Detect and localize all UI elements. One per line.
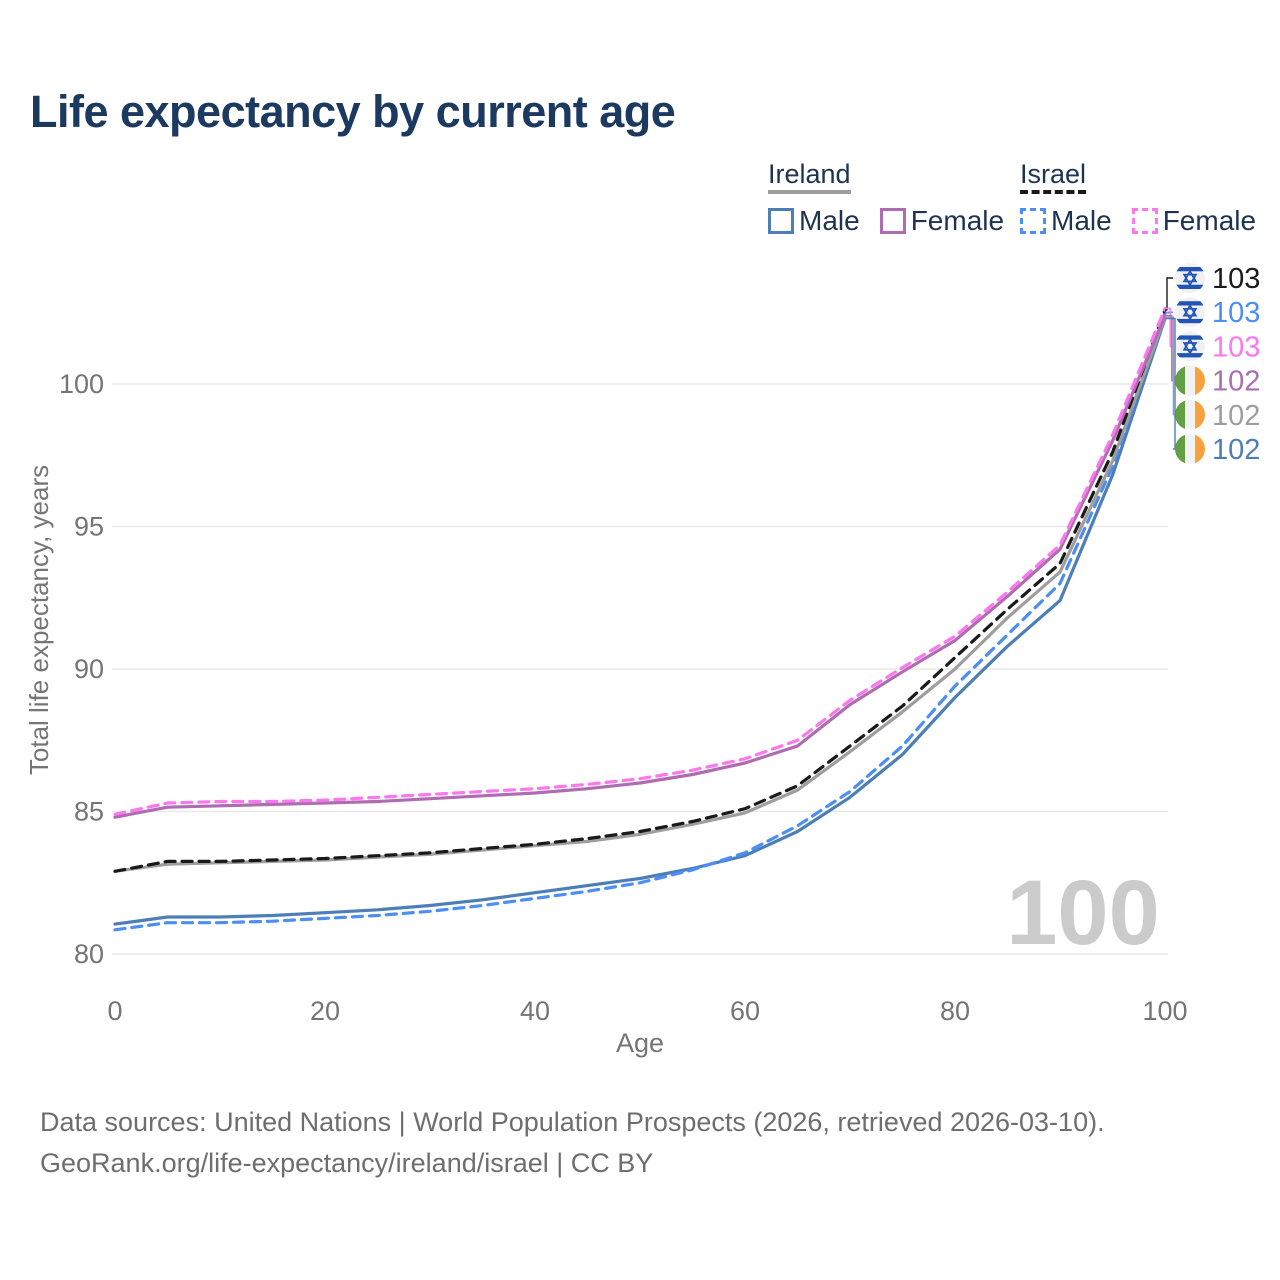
leader-line-ireland_total	[1165, 316, 1175, 416]
legend-row-israel: Male Female	[1020, 205, 1256, 237]
attribution-text: GeoRank.org/life-expectancy/ireland/isra…	[40, 1148, 654, 1178]
leader-line-israel_male	[1165, 311, 1173, 314]
ireland-female-swatch-icon	[879, 208, 906, 234]
legend-item-label: Male	[1051, 205, 1112, 236]
footer: Data sources: United Nations | World Pop…	[40, 1102, 1105, 1184]
end-value-label-ireland_female: 102	[1212, 366, 1260, 398]
israel-flag-icon	[1175, 263, 1205, 293]
age-watermark: 100	[1006, 862, 1160, 964]
x-tick-label: 40	[520, 996, 550, 1026]
x-tick-label: 20	[310, 996, 340, 1026]
y-tick-label: 100	[59, 369, 104, 399]
y-tick-label: 85	[74, 797, 104, 827]
legend-item-israel-male[interactable]: Male	[1020, 205, 1112, 237]
line-ireland_total	[113, 315, 1167, 873]
legend-group-israel: Israel Male Female	[1020, 160, 1256, 237]
ireland-flag-icon	[1175, 365, 1205, 396]
israel-male-swatch-icon	[1020, 208, 1046, 234]
line-ireland_female	[113, 314, 1167, 819]
legend-header-israel: Israel	[1020, 160, 1087, 194]
ireland-flag-icon	[1175, 399, 1205, 430]
israel-flag-icon	[1175, 331, 1205, 362]
legend-item-label: Male	[799, 205, 860, 236]
line-israel_female	[113, 306, 1167, 816]
legend-item-israel-female[interactable]: Female	[1131, 205, 1257, 237]
leader-line-ireland_male	[1165, 317, 1176, 450]
x-tick-label: 60	[730, 996, 760, 1026]
end-value-label-ireland_male: 102	[1212, 434, 1260, 466]
legend-item-label: Female	[910, 205, 1005, 236]
legend-item-label: Female	[1162, 205, 1257, 236]
leader-line-ireland_female	[1165, 314, 1173, 382]
x-tick-label: 100	[1142, 996, 1187, 1026]
ireland-male-swatch-icon	[768, 208, 794, 234]
end-value-label-israel_female: 103	[1212, 331, 1260, 363]
legend-item-ireland-female[interactable]: Female	[879, 205, 1005, 237]
x-tick-label: 0	[107, 996, 122, 1026]
legend-item-ireland-male[interactable]: Male	[768, 205, 860, 237]
x-axis-title: Age	[616, 1028, 664, 1058]
y-tick-label: 80	[74, 939, 104, 969]
y-tick-label: 90	[74, 654, 104, 684]
legend-header-ireland: Ireland	[768, 160, 851, 194]
ireland-flag-icon	[1175, 434, 1205, 464]
israel-flag-icon	[1175, 297, 1205, 328]
page-title: Life expectancy by current age	[30, 86, 676, 137]
legend-row-ireland: Male Female	[768, 205, 1004, 237]
data-sources-text: Data sources: United Nations | World Pop…	[40, 1107, 1105, 1137]
line-israel_total	[113, 308, 1167, 873]
end-value-label-israel_male: 103	[1212, 297, 1260, 329]
y-axis-title: Total life expectancy, years	[24, 465, 54, 775]
y-tick-label: 95	[74, 512, 104, 542]
legend-group-ireland: Ireland Male Female	[768, 160, 1004, 237]
end-value-label-israel_total: 103	[1212, 263, 1260, 295]
end-value-label-ireland_total: 102	[1212, 400, 1260, 432]
leader-line-israel_total	[1165, 277, 1173, 311]
line-ireland_male	[113, 316, 1167, 926]
line-israel_male	[113, 311, 1167, 932]
x-tick-label: 80	[940, 996, 970, 1026]
israel-female-swatch-icon	[1131, 208, 1158, 234]
